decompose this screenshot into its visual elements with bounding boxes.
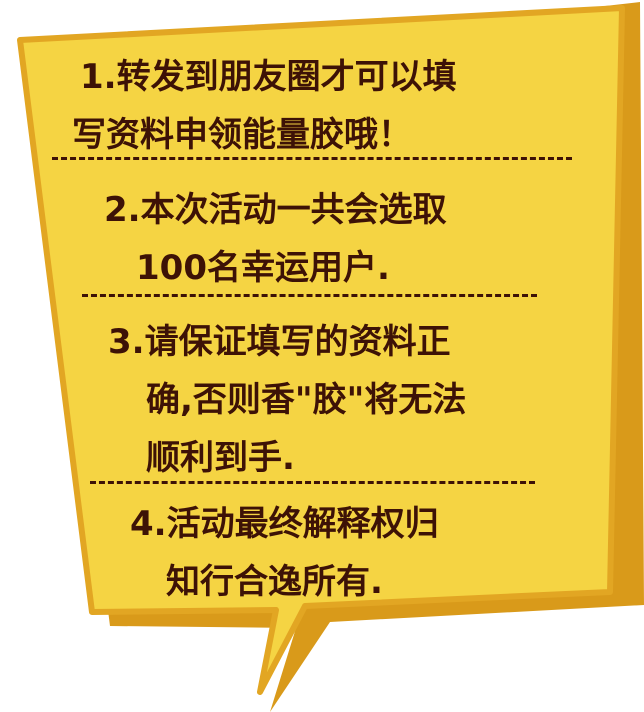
- rule-1-line-1: 1.转发到朋友圈才可以填: [80, 57, 457, 97]
- rule-4-line-1: 4.活动最终解释权归: [130, 504, 439, 544]
- rule-3-line-1: 3.请保证填写的资料正: [108, 322, 451, 362]
- rule-3-line-3: 顺利到手.: [146, 438, 295, 478]
- rule-4: 4.活动最终解释权归 知行合逸所有.: [130, 495, 644, 611]
- rule-2: 2.本次活动一共会选取 100名幸运用户.: [104, 181, 644, 297]
- rule-4-line-2: 知行合逸所有.: [166, 562, 383, 602]
- rule-3: 3.请保证填写的资料正 确,否则香"胶"将无法 顺利到手.: [108, 313, 644, 487]
- bubble-body: [17, 5, 625, 695]
- rule-2-line-1: 2.本次活动一共会选取: [104, 190, 447, 230]
- rule-1: 1.转发到朋友圈才可以填 写资料申领能量胶哦！: [72, 48, 640, 164]
- divider-2: [82, 294, 537, 297]
- divider-1: [52, 157, 572, 160]
- rule-3-line-2: 确,否则香"胶"将无法: [146, 380, 467, 420]
- divider-3: [90, 481, 535, 484]
- rule-1-line-2: 写资料申领能量胶哦！: [72, 115, 412, 155]
- rule-2-line-2: 100名幸运用户.: [136, 248, 390, 288]
